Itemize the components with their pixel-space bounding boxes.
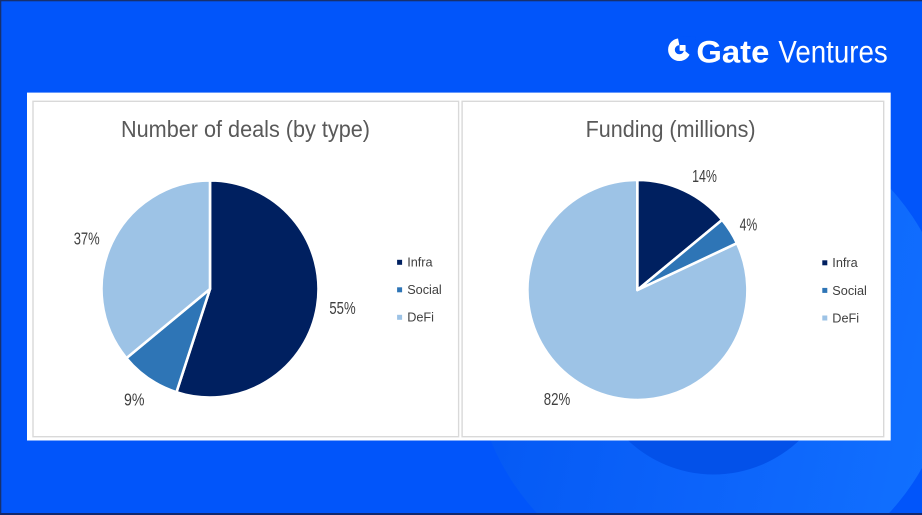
svg-text:9%: 9% bbox=[124, 389, 145, 409]
svg-text:Social: Social bbox=[407, 283, 442, 297]
svg-text:DeFi: DeFi bbox=[407, 311, 434, 325]
svg-text:Ventures: Ventures bbox=[778, 33, 887, 69]
svg-text:Social: Social bbox=[832, 284, 867, 298]
svg-text:82%: 82% bbox=[544, 389, 571, 409]
svg-text:4%: 4% bbox=[740, 215, 758, 235]
svg-text:Infra: Infra bbox=[407, 256, 433, 270]
svg-text:55%: 55% bbox=[329, 298, 355, 318]
svg-text:14%: 14% bbox=[692, 166, 717, 186]
svg-text:Gate: Gate bbox=[696, 33, 769, 69]
svg-text:Funding (millions): Funding (millions) bbox=[586, 116, 756, 142]
svg-text:37%: 37% bbox=[74, 229, 100, 249]
svg-text:DeFi: DeFi bbox=[832, 311, 859, 325]
svg-text:Infra: Infra bbox=[832, 256, 858, 270]
svg-text:Number of deals (by type): Number of deals (by type) bbox=[121, 116, 370, 142]
